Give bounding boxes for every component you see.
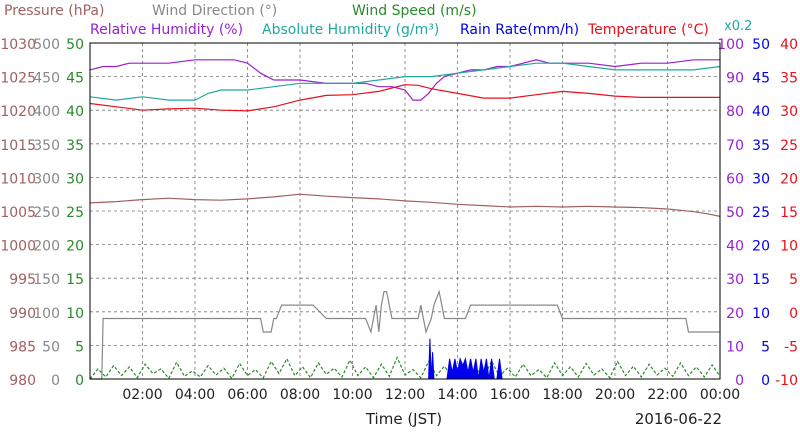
left-tick-label-wind-speed: 15 <box>66 272 84 288</box>
left-tick-label-wind-direction: 0 <box>51 373 60 389</box>
right-tick-label-humidity: 60 <box>726 171 744 187</box>
left-tick-label-pressure: 995 <box>9 272 36 288</box>
right-tick-label-rain-rate: 45 <box>752 71 770 87</box>
right-tick-label-humidity: 20 <box>726 306 744 322</box>
legend-entry: Rain Rate(mm/h) <box>460 22 579 38</box>
legend-entry: Temperature (°C) <box>587 22 709 38</box>
date-label: 2016-06-22 <box>635 410 722 428</box>
right-tick-label-temperature: 30 <box>780 104 798 120</box>
chart-title: Pressure (hPa) Wind Direction (°) Wind Spe… <box>4 3 709 38</box>
x-axis-label: Time (JST) <box>365 410 442 428</box>
right-tick-label-rain-rate: 0 <box>761 373 770 389</box>
left-tick-label-wind-speed: 20 <box>66 239 84 255</box>
left-tick-label-pressure: 1015 <box>0 138 36 154</box>
left-tick-label-pressure: 1000 <box>0 239 36 255</box>
x-tick-label: 02:00 <box>122 387 162 403</box>
legend-entry: Wind Speed (m/s) <box>352 3 477 19</box>
right-tick-label-temperature: 0 <box>789 306 798 322</box>
right-tick-label-temperature: 10 <box>780 239 798 255</box>
right-tick-label-rain-rate: 35 <box>752 138 770 154</box>
right-tick-label-humidity: 0 <box>735 373 744 389</box>
legend-entry: Pressure (hPa) <box>4 3 104 19</box>
series-wind-speed-m-s <box>89 355 721 380</box>
left-tick-label-wind-speed: 5 <box>75 339 84 355</box>
axis-tick-labels: 9809859909951000100510101015102010251030… <box>0 37 798 403</box>
x-tick-label: 00:00 <box>700 387 740 403</box>
x-tick-label: 12:00 <box>385 387 425 403</box>
right-tick-label-rain-rate: 20 <box>752 239 770 255</box>
left-tick-label-pressure: 980 <box>9 373 36 389</box>
right-tick-label-rain-rate: 30 <box>752 171 770 187</box>
left-tick-label-wind-direction: 200 <box>33 239 60 255</box>
left-tick-label-wind-direction: 300 <box>33 171 60 187</box>
right-tick-label-humidity: 90 <box>726 71 744 87</box>
left-tick-label-pressure: 1010 <box>0 171 36 187</box>
right-tick-label-temperature: 35 <box>780 71 798 87</box>
x-tick-label: 10:00 <box>332 387 372 403</box>
right-tick-label-temperature: 5 <box>789 272 798 288</box>
series-rain-rate-mm-h <box>428 338 505 380</box>
right-tick-label-rain-rate: 15 <box>752 272 770 288</box>
left-tick-label-wind-direction: 350 <box>33 138 60 154</box>
left-tick-label-pressure: 1020 <box>0 104 36 120</box>
right-tick-label-rain-rate: 50 <box>752 37 770 53</box>
right-tick-label-humidity: 100 <box>717 37 744 53</box>
x-tick-label: 22:00 <box>647 387 687 403</box>
left-tick-label-wind-direction: 150 <box>33 272 60 288</box>
left-tick-label-pressure: 990 <box>9 306 36 322</box>
x-tick-label: 08:00 <box>280 387 320 403</box>
left-tick-label-wind-speed: 50 <box>66 37 84 53</box>
x-tick-label: 18:00 <box>542 387 582 403</box>
right-tick-label-rain-rate: 5 <box>761 339 770 355</box>
right-tick-label-temperature: 25 <box>780 138 798 154</box>
left-tick-label-pressure: 1030 <box>0 37 36 53</box>
x-tick-label: 16:00 <box>490 387 530 403</box>
legend-entry: Absolute Humidity (g/m³) <box>262 22 439 38</box>
right-tick-label-humidity: 30 <box>726 272 744 288</box>
legend-entry: Relative Humidity (%) <box>90 22 243 38</box>
right-tick-label-rain-rate: 40 <box>752 104 770 120</box>
series-absolute-humidity-g-m <box>89 62 721 101</box>
right-tick-label-rain-rate: 10 <box>752 306 770 322</box>
left-tick-label-wind-speed: 45 <box>66 71 84 87</box>
right-tick-label-temperature: 20 <box>780 171 798 187</box>
chart-grid <box>90 43 720 379</box>
x-tick-label: 20:00 <box>595 387 635 403</box>
right-tick-label-temperature: -10 <box>775 373 798 389</box>
left-tick-label-wind-direction: 100 <box>33 306 60 322</box>
scale-note: x0.2 <box>724 19 752 34</box>
series-wind-direction <box>90 289 720 380</box>
left-tick-label-wind-direction: 500 <box>33 37 60 53</box>
legend-entry: Wind Direction (°) <box>152 3 277 19</box>
left-tick-label-pressure: 1005 <box>0 205 36 221</box>
left-tick-label-wind-speed: 40 <box>66 104 84 120</box>
right-tick-label-rain-rate: 25 <box>752 205 770 221</box>
left-tick-label-wind-direction: 50 <box>42 339 60 355</box>
left-tick-label-pressure: 985 <box>9 339 36 355</box>
right-tick-label-temperature: 15 <box>780 205 798 221</box>
left-tick-label-wind-direction: 450 <box>33 71 60 87</box>
right-tick-label-temperature: -5 <box>784 339 798 355</box>
left-tick-label-wind-speed: 0 <box>75 373 84 389</box>
left-tick-label-wind-speed: 35 <box>66 138 84 154</box>
left-tick-label-wind-speed: 30 <box>66 171 84 187</box>
x-tick-label: 14:00 <box>437 387 477 403</box>
series-pressure-hpa <box>89 193 721 217</box>
right-tick-label-humidity: 50 <box>726 205 744 221</box>
right-tick-label-humidity: 40 <box>726 239 744 255</box>
left-tick-label-wind-speed: 10 <box>66 306 84 322</box>
plot-frame <box>89 42 721 380</box>
x-tick-label: 06:00 <box>227 387 267 403</box>
right-tick-label-humidity: 80 <box>726 104 744 120</box>
x-tick-label: 04:00 <box>175 387 215 403</box>
series-temperature-c <box>89 84 720 112</box>
left-tick-label-pressure: 1025 <box>0 71 36 87</box>
left-tick-label-wind-direction: 250 <box>33 205 60 221</box>
left-tick-label-wind-speed: 25 <box>66 205 84 221</box>
right-tick-label-humidity: 70 <box>726 138 744 154</box>
right-tick-label-temperature: 40 <box>780 37 798 53</box>
right-tick-label-humidity: 10 <box>726 339 744 355</box>
left-tick-label-wind-direction: 400 <box>33 104 60 120</box>
